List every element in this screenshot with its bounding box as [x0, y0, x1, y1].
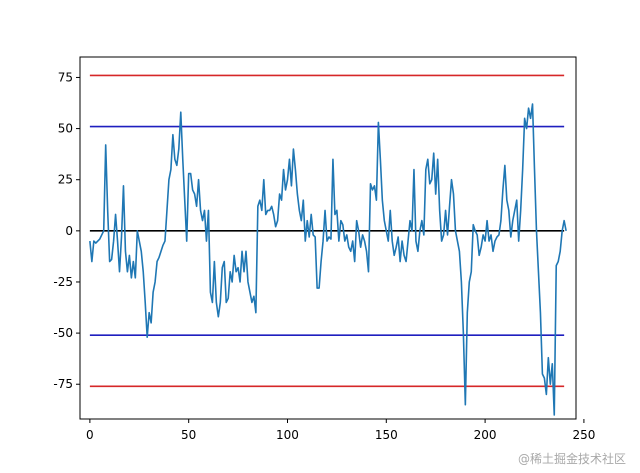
- x-tick-label-4: 200: [474, 428, 497, 442]
- y-axis-ticks: 75 50 25 0 -25 -50 -75: [53, 70, 80, 391]
- y-tick-label-2: 25: [58, 173, 73, 187]
- x-tick-label-5: 250: [572, 428, 595, 442]
- x-tick-label-1: 50: [181, 428, 196, 442]
- x-tick-label-0: 0: [86, 428, 94, 442]
- series-line-0: [89, 103, 567, 416]
- y-tick-label-0: 75: [58, 70, 73, 84]
- y-tick-label-5: -50: [53, 326, 73, 340]
- y-tick-label-6: -75: [53, 377, 73, 391]
- y-tick-label-4: -25: [53, 275, 73, 289]
- y-tick-label-1: 50: [58, 122, 73, 136]
- x-axis-ticks: 0 50 100 150 200 250: [86, 419, 595, 442]
- y-tick-label-3: 0: [65, 224, 73, 238]
- reference-lines: [89, 74, 565, 388]
- x-tick-label-2: 100: [276, 428, 299, 442]
- x-tick-label-3: 150: [375, 428, 398, 442]
- watermark: @稀土掘金技术社区: [517, 452, 626, 466]
- series-layer: [89, 103, 567, 416]
